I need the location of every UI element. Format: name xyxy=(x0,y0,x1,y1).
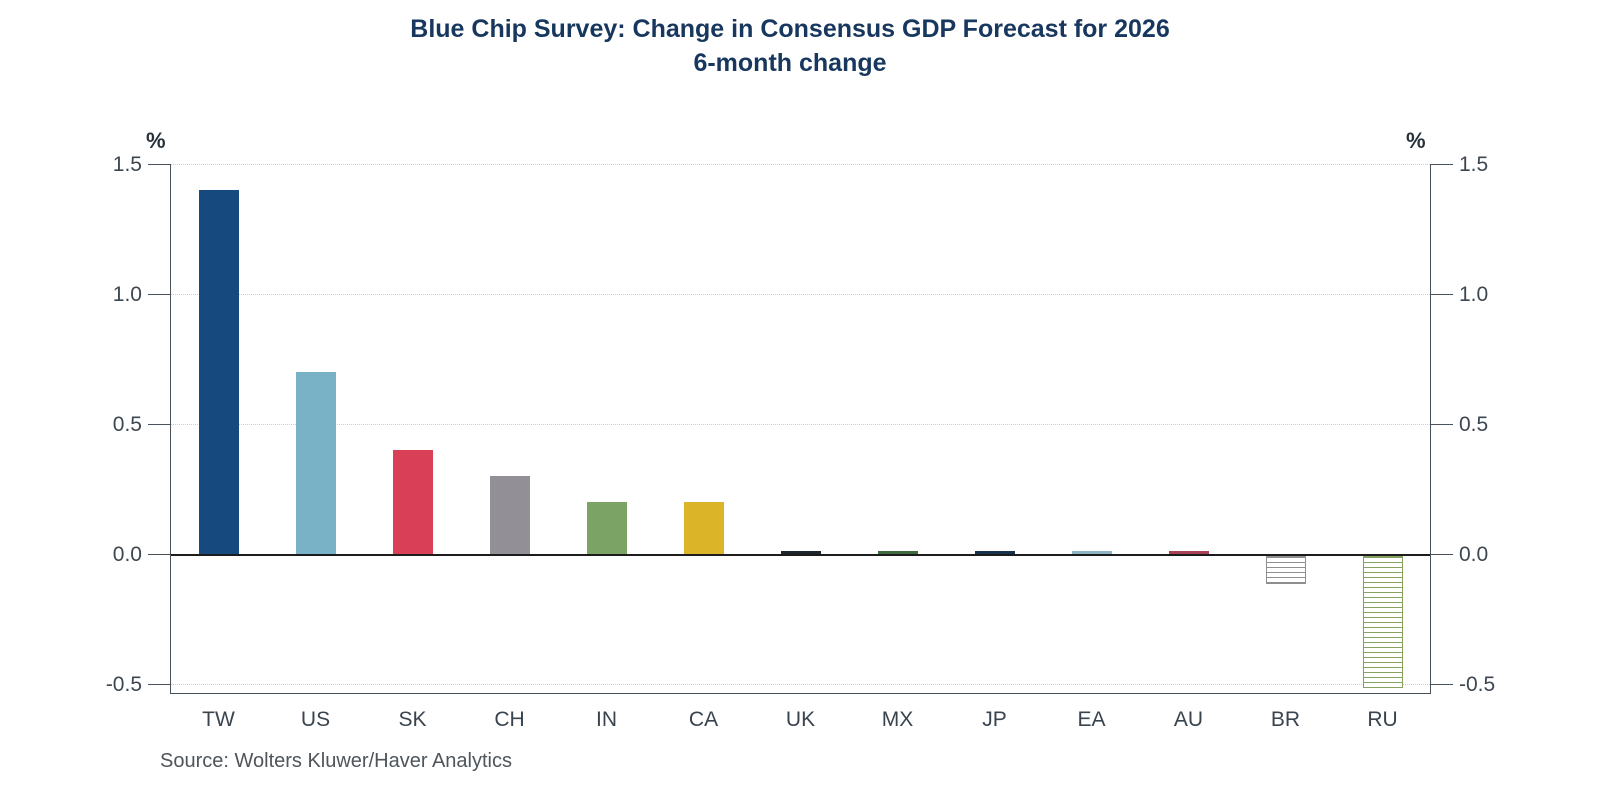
y-tick-label-right: -0.5 xyxy=(1459,673,1496,696)
y-axis-line-left xyxy=(170,164,171,694)
x-category-label-US: US xyxy=(300,708,331,731)
y-tick-label-left: -0.5 xyxy=(105,673,142,696)
x-category-label-IN: IN xyxy=(596,708,617,731)
bar-EA xyxy=(1072,551,1112,554)
chart-title-block: Blue Chip Survey: Change in Consensus GD… xyxy=(0,12,1580,80)
plot-area: 1.5 1.5 1.0 1.0 0.5 0.5 0.0 0.0 -0.5 -0.5 TW US SK CH… xyxy=(106,154,1495,731)
y-tick-right xyxy=(1431,164,1453,165)
x-category-label-CH: CH xyxy=(494,708,525,731)
y-tick-left xyxy=(148,554,170,555)
x-category-label-SK: SK xyxy=(398,708,427,731)
x-category-label-AU: AU xyxy=(1173,708,1204,731)
bar-CH xyxy=(490,476,530,554)
y-tick-label-right: 0.0 xyxy=(1459,543,1489,566)
y-tick-left xyxy=(148,164,170,165)
y-tick-right xyxy=(1431,294,1453,295)
x-category-label-CA: CA xyxy=(688,708,719,731)
y-tick-label-left: 0.5 xyxy=(112,413,142,436)
y-tick-left xyxy=(148,424,170,425)
gridline-y-0.5 xyxy=(171,684,1430,685)
bar-MX xyxy=(878,551,918,554)
bar-JP xyxy=(975,551,1015,554)
gridline-y1.5 xyxy=(171,164,1430,165)
source-note: Source: Wolters Kluwer/Haver Analytics xyxy=(160,750,512,772)
zero-line xyxy=(171,554,1430,556)
bar-AU xyxy=(1169,551,1209,554)
y-tick-right xyxy=(1431,684,1453,685)
x-category-label-TW: TW xyxy=(202,708,235,731)
y-tick-left xyxy=(148,294,170,295)
y-axis-unit-right: % xyxy=(1406,128,1426,153)
y-tick-label-left: 1.0 xyxy=(112,283,142,306)
bar-UK xyxy=(781,551,821,554)
chart-subtitle: 6-month change xyxy=(693,49,887,77)
y-tick-label-right: 1.5 xyxy=(1459,153,1489,176)
chart-title: Blue Chip Survey: Change in Consensus GD… xyxy=(410,15,1170,43)
gridline-y0.5 xyxy=(171,424,1430,425)
x-category-label-JP: JP xyxy=(982,708,1007,731)
x-category-label-BR: BR xyxy=(1270,708,1301,731)
x-category-label-RU: RU xyxy=(1367,708,1398,731)
y-axis-line-right xyxy=(1430,164,1431,694)
bar-IN xyxy=(587,502,627,554)
y-tick-label-left: 1.5 xyxy=(112,153,142,176)
gridline-y1.0 xyxy=(171,294,1430,295)
y-tick-label-right: 0.5 xyxy=(1459,413,1489,436)
x-category-label-UK: UK xyxy=(785,708,816,731)
y-tick-left xyxy=(148,684,170,685)
x-axis-line-bottom xyxy=(170,693,1431,694)
y-tick-right xyxy=(1431,554,1453,555)
x-category-label-MX: MX xyxy=(881,708,914,731)
x-category-label-EA: EA xyxy=(1077,708,1106,731)
bar-BR xyxy=(1266,556,1306,584)
bar-SK xyxy=(393,450,433,554)
bar-CA xyxy=(684,502,724,554)
y-axis-unit-left: % xyxy=(146,128,166,153)
bar-TW xyxy=(199,190,239,554)
bar-RU xyxy=(1363,556,1403,688)
bar-US xyxy=(296,372,336,554)
y-tick-label-left: 0.0 xyxy=(112,543,142,566)
y-tick-label-right: 1.0 xyxy=(1459,283,1489,306)
y-tick-right xyxy=(1431,424,1453,425)
